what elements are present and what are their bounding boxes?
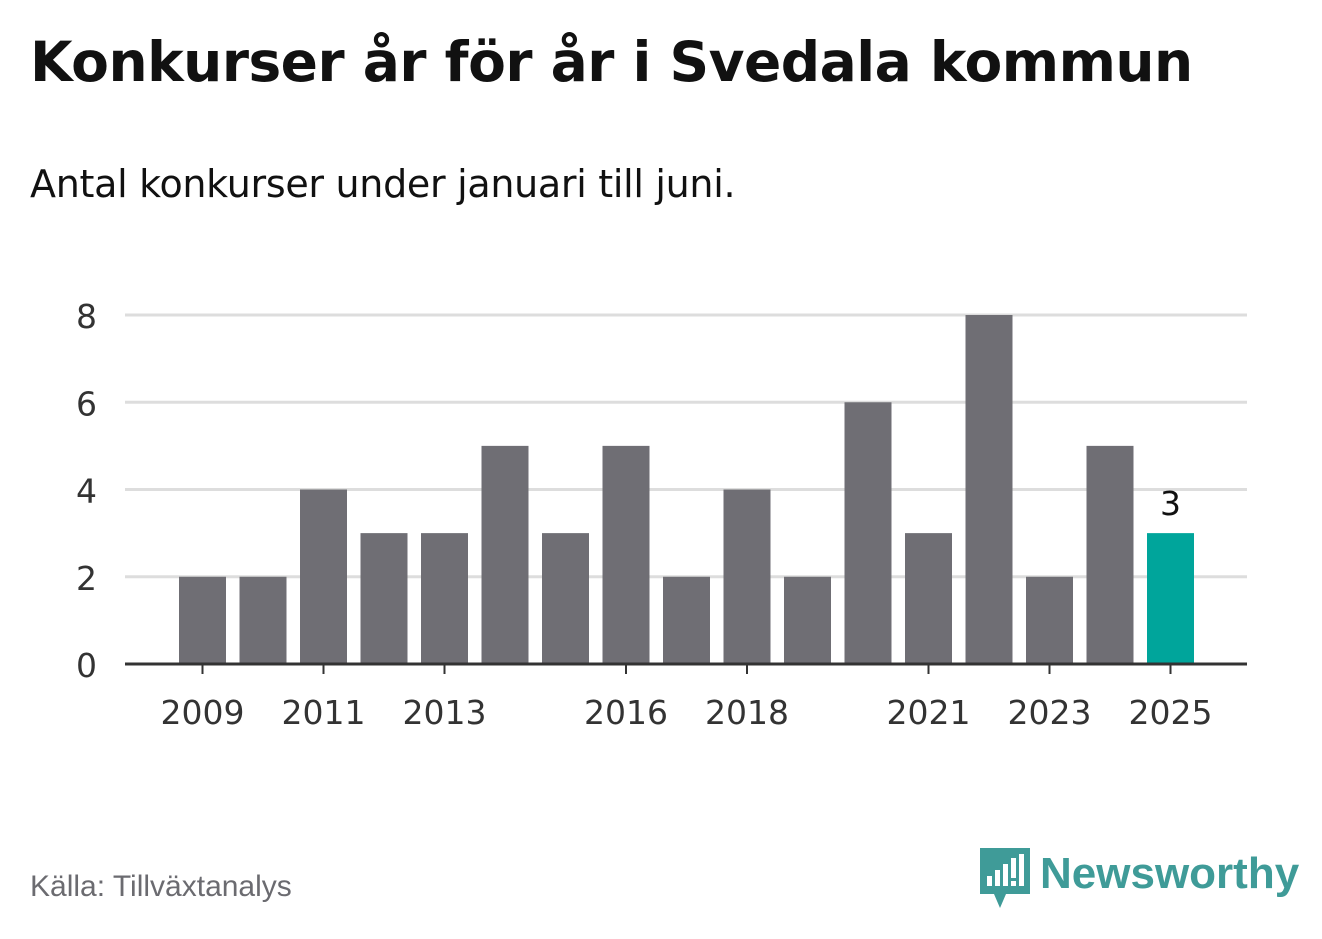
y-tick-label: 4 — [76, 472, 97, 511]
bar — [784, 576, 831, 664]
brand-logo: Newsworthy — [980, 848, 1299, 910]
x-tick-label: 2025 — [1129, 693, 1213, 732]
x-tick-label: 2013 — [403, 693, 487, 732]
x-tick-label: 2018 — [705, 693, 789, 732]
y-tick-label: 6 — [76, 384, 97, 423]
bar — [602, 445, 650, 664]
bar — [239, 576, 287, 664]
chart-title: Konkurser år för år i Svedala kommun — [30, 30, 1193, 94]
y-tick-label: 8 — [76, 297, 97, 336]
x-tick-label: 2023 — [1008, 693, 1092, 732]
bar — [179, 576, 226, 664]
data-label: 3 — [1160, 484, 1181, 523]
bar — [723, 489, 771, 664]
bar — [542, 533, 589, 664]
brand-name: Newsworthy — [1040, 849, 1300, 898]
x-tick-label: 2011 — [282, 693, 366, 732]
bar — [1147, 533, 1194, 664]
bar — [300, 489, 347, 664]
x-tick-label: 2009 — [161, 693, 245, 732]
newsworthy-logo-icon — [980, 848, 1030, 908]
bar — [965, 315, 1013, 664]
bar — [360, 533, 408, 664]
y-tick-label: 0 — [76, 646, 97, 685]
y-tick-label: 2 — [76, 559, 97, 598]
bar — [844, 402, 892, 664]
bar — [1026, 576, 1073, 664]
x-tick-label: 2016 — [584, 693, 668, 732]
bar — [905, 533, 952, 664]
chart-subtitle: Antal konkurser under januari till juni. — [30, 162, 736, 206]
bar — [481, 445, 529, 664]
source-note: Källa: Tillväxtanalys — [30, 870, 292, 903]
bar-chart: 0 2 4 6 8 3 2009 2011 2013 2016 2018 2021 2023 2025 — [76, 297, 1247, 732]
bar — [421, 533, 468, 664]
bar — [663, 576, 710, 664]
x-tick-label: 2021 — [887, 693, 971, 732]
bar — [1086, 445, 1134, 664]
